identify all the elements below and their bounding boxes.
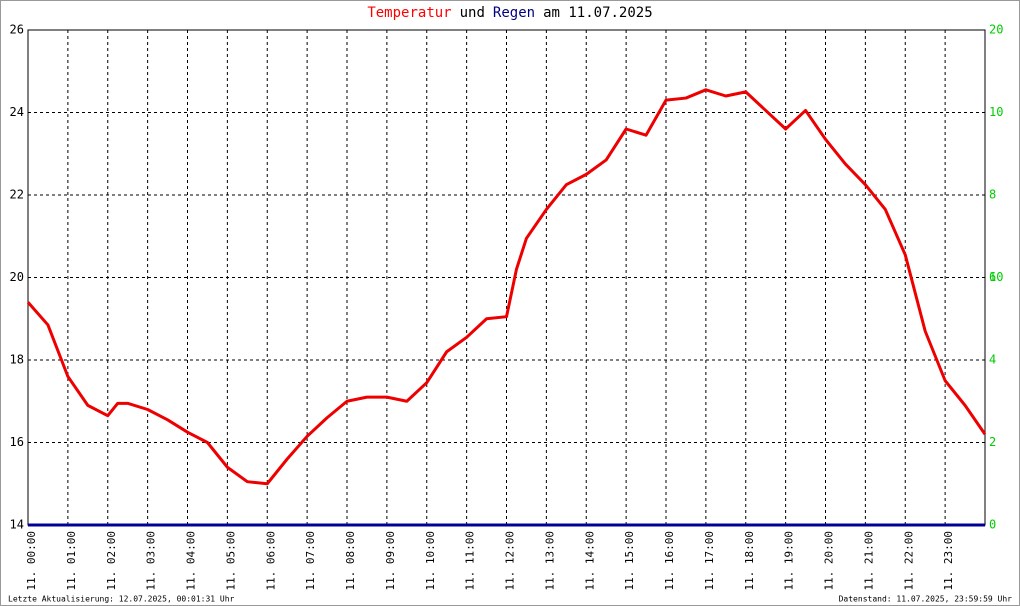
y-tick-label: 20 [10,270,24,284]
y2-tick-label: 0 [989,518,996,532]
x-tick-label: 11. 01:00 [65,531,78,591]
y-tick-label: 18 [10,353,24,367]
x-tick-label: 11. 22:00 [902,531,915,591]
title-part: Temperatur [367,5,451,21]
y2-tick-label: 2 [989,435,996,449]
footer-left: Letzte Aktualisierung: 12.07.2025, 00:01… [8,595,235,604]
y2-tick-label: 10 [989,105,1003,119]
x-tick-label: 11. 12:00 [504,531,517,591]
x-tick-label: 11. 07:00 [304,531,317,591]
x-tick-label: 11. 05:00 [224,531,237,591]
x-tick-label: 11. 00:00 [25,531,38,591]
x-tick-label: 11. 14:00 [583,531,596,591]
x-tick-label: 11. 17:00 [703,531,716,591]
y-tick-label: 16 [10,435,24,449]
x-tick-label: 11. 11:00 [464,531,477,591]
x-tick-label: 11. 02:00 [105,531,118,591]
x-tick-label: 11. 03:00 [145,531,158,591]
x-tick-label: 11. 10:00 [424,531,437,591]
y-tick-label: 14 [10,518,24,532]
y2-tick-label: 4 [989,353,996,367]
title-part: Regen [493,5,535,21]
x-tick-label: 11. 19:00 [783,531,796,591]
y2-tick-label: 8 [989,188,996,202]
line-0 [26,88,987,486]
x-tick-label: 11. 21:00 [862,531,875,591]
x-tick-label: 11. 16:00 [663,531,676,591]
x-tick-label: 11. 23:00 [942,531,955,591]
x-tick-label: 11. 08:00 [344,531,357,591]
x-tick-label: 11. 06:00 [264,531,277,591]
footer-right: Datenstand: 11.07.2025, 23:59:59 Uhr [839,595,1013,604]
y2-tick-label: 6 [989,270,996,284]
x-tick-label: 11. 15:00 [623,531,636,591]
x-tick-label: 11. 18:00 [743,531,756,591]
y-tick-label: 26 [10,23,24,37]
x-tick-label: 11. 20:00 [823,531,836,591]
y3-tick-label: 20 [989,23,1003,37]
x-tick-label: 11. 04:00 [185,531,198,591]
y-tick-label: 22 [10,188,24,202]
y3-tick-label: 10 [989,270,1003,284]
title-part: und [460,5,485,21]
chart-title: Temperatur und Regen am 11.07.2025 [367,5,652,21]
title-part: am 11.07.2025 [543,5,653,21]
y-tick-label: 24 [10,105,24,119]
x-tick-label: 11. 13:00 [543,531,556,591]
x-tick-label: 11. 09:00 [384,531,397,591]
